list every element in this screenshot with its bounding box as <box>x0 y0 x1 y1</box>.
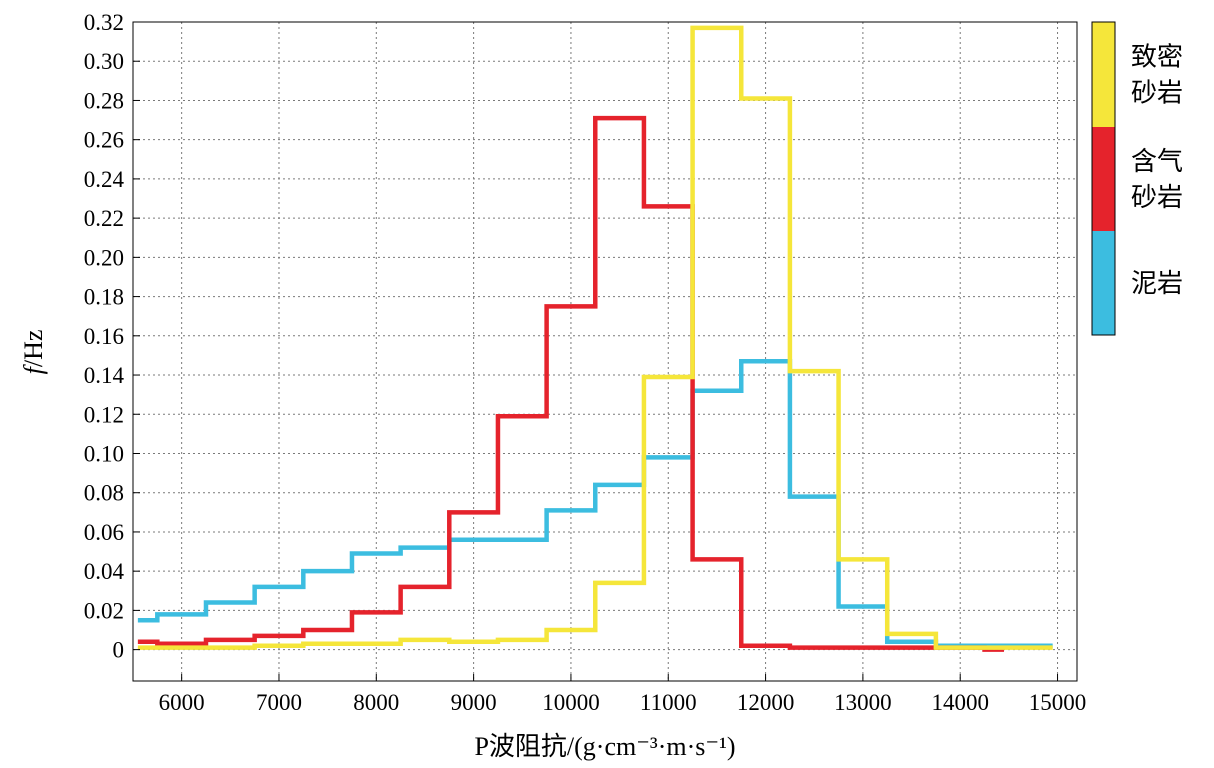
x-tick-label: 7000 <box>256 690 302 715</box>
y-axis-ticks: 0 0.02 0.04 0.06 0.08 0.10 0.12 0.14 0.16 0.18 0.2… <box>84 10 140 663</box>
x-tick-label: 13000 <box>834 690 892 715</box>
y-tick-label: 0.30 <box>84 49 124 74</box>
legend-border <box>1091 21 1116 336</box>
y-tick-label: 0.24 <box>84 167 125 192</box>
x-tick-label: 9000 <box>451 690 497 715</box>
y-tick-label: 0.26 <box>84 128 124 153</box>
y-axis-title: f/Hz <box>19 330 48 375</box>
y-tick-label: 0.08 <box>84 481 124 506</box>
x-tick-label: 11000 <box>640 690 697 715</box>
y-tick-label: 0.20 <box>84 245 124 270</box>
plot-frame <box>132 21 1078 682</box>
series-line-致密砂岩 <box>137 25 1053 650</box>
x-tick-label: 10000 <box>542 690 600 715</box>
legend-label: 砂岩 <box>1131 79 1183 109</box>
y-tick-label: 0.04 <box>84 559 125 584</box>
y-tick-label: 0.18 <box>84 285 124 310</box>
y-tick-label: 0.10 <box>84 441 124 466</box>
series-line-含气砂岩 <box>137 115 1005 652</box>
x-tick-label: 14000 <box>931 690 989 715</box>
x-tick-label: 12000 <box>737 690 795 715</box>
y-tick-label: 0.28 <box>84 88 124 113</box>
y-tick-label: 0.02 <box>84 598 124 623</box>
y-tick-label: 0.16 <box>84 324 124 349</box>
legend-swatch <box>1092 22 1115 127</box>
legend-label: 砂岩 <box>1131 183 1183 213</box>
x-axis-ticks: 6000 7000 8000 9000 10000 11000 12000 13000 1400… <box>159 674 1087 715</box>
series-lines <box>137 25 1053 652</box>
y-tick-label: 0.22 <box>84 206 124 231</box>
legend-label: 致密 <box>1131 43 1183 73</box>
y-tick-label: 0.14 <box>84 363 125 388</box>
x-tick-label: 6000 <box>159 690 205 715</box>
legend-label: 含气 <box>1131 147 1183 177</box>
y-tick-label: 0.06 <box>84 520 124 545</box>
x-tick-label: 8000 <box>353 690 399 715</box>
y-tick-label: 0 <box>113 638 125 663</box>
legend-label: 泥岩 <box>1131 269 1183 299</box>
series-line-泥岩 <box>137 359 1053 648</box>
y-tick-label: 0.12 <box>84 402 124 427</box>
legend-swatch <box>1092 231 1115 335</box>
y-tick-label: 0.32 <box>84 10 124 35</box>
y-axis-title-symbol: f <box>19 363 48 374</box>
legend-swatch <box>1092 127 1115 231</box>
y-axis-title-unit: /Hz <box>19 330 48 368</box>
x-axis-title: P波阻抗/(g·cm⁻³·m·s⁻¹) <box>474 732 735 761</box>
x-tick-label: 15000 <box>1029 690 1087 715</box>
